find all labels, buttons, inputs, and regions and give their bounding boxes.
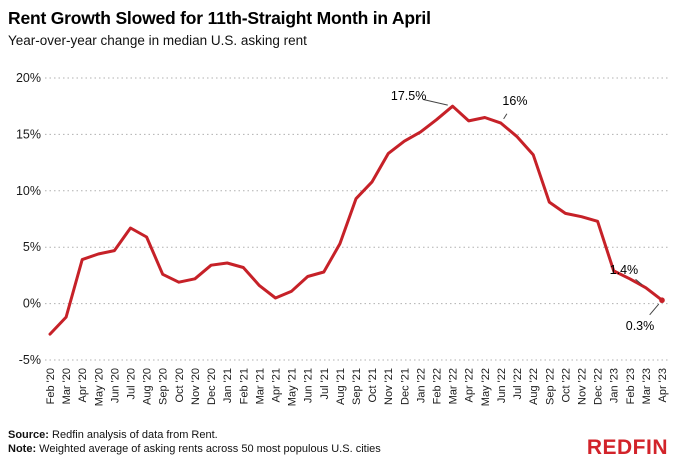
note-line: Note: Weighted average of asking rents a… <box>8 443 381 457</box>
x-tick-label: Jun '20 <box>109 368 121 403</box>
note-label: Note: <box>8 442 37 455</box>
page-subtitle: Year-over-year change in median U.S. ask… <box>8 33 307 48</box>
page-title: Rent Growth Slowed for 11th-Straight Mon… <box>8 8 431 28</box>
annotation-label: 1.4% <box>610 263 639 277</box>
x-tick-label: Mar '22 <box>448 368 460 404</box>
y-tick-label: 20% <box>16 71 41 85</box>
x-tick-label: Apr '23 <box>657 368 669 403</box>
source-line: Source: Redfin analysis of data from Ren… <box>8 429 381 443</box>
y-tick-label: 15% <box>16 127 41 141</box>
x-tick-label: Aug '22 <box>528 368 540 405</box>
annotation-leader-line <box>635 278 643 286</box>
series-end-marker <box>659 297 665 304</box>
chart-footnotes: Source: Redfin analysis of data from Ren… <box>8 429 381 456</box>
rent-growth-line <box>48 104 664 336</box>
redfin-logo: REDFIN <box>586 436 668 459</box>
x-tick-label: Apr '21 <box>270 368 282 403</box>
x-tick-label: Jan '22 <box>415 368 427 403</box>
x-tick-label: Apr '20 <box>77 368 89 403</box>
annotation-leader-line <box>423 99 448 106</box>
x-tick-label: Nov '22 <box>576 368 588 405</box>
x-tick-label: Feb '21 <box>238 368 250 404</box>
x-tick-label: Oct '20 <box>174 368 186 403</box>
y-tick-label: 0% <box>23 297 41 311</box>
x-tick-label: Nov '20 <box>190 368 202 405</box>
x-tick-label: Feb '23 <box>625 368 637 404</box>
annotation-label: 0.3% <box>626 319 655 333</box>
x-tick-label: Feb '20 <box>45 368 57 404</box>
x-tick-label: Oct '22 <box>560 368 572 403</box>
x-tick-label: Jan '23 <box>609 368 621 403</box>
x-tick-label: Sep '22 <box>544 368 556 405</box>
x-tick-label: Feb '22 <box>432 368 444 404</box>
rent-growth-line-chart: -5% 0% 5% 10% 15% 20% Feb '20 Mar '20 Apr '20 May… <box>16 71 669 406</box>
x-tick-label: Jun '21 <box>303 368 315 403</box>
annotation-label: 17.5% <box>391 89 426 103</box>
x-tick-label: Sep '21 <box>351 368 363 405</box>
x-tick-label: Oct '21 <box>367 368 379 403</box>
x-tick-label: Dec '21 <box>399 368 411 405</box>
y-tick-label: -5% <box>19 353 41 367</box>
x-tick-label: Jan '21 <box>222 368 234 403</box>
annotation-leader-line <box>649 303 660 316</box>
x-tick-label: Nov '21 <box>383 368 395 405</box>
x-tick-label: Jul '22 <box>512 368 524 399</box>
annotation-label: 16% <box>502 94 527 108</box>
x-tick-label: Jul '20 <box>126 368 138 399</box>
annotation-leader-line <box>503 113 508 120</box>
x-tick-label: Dec '22 <box>593 368 605 405</box>
chart-header: Rent Growth Slowed for 11th-Straight Mon… <box>0 0 680 48</box>
x-tick-label: May '22 <box>480 368 492 406</box>
y-tick-label: 5% <box>23 240 41 254</box>
x-tick-label: Mar '23 <box>641 368 653 404</box>
x-tick-label: Mar '21 <box>254 368 266 404</box>
x-tick-label: Apr '22 <box>464 368 476 403</box>
x-tick-label: Dec '20 <box>206 368 218 405</box>
x-tick-label: Jul '21 <box>319 368 331 399</box>
x-tick-label: May '20 <box>93 368 105 406</box>
x-tick-label: Aug '21 <box>335 368 347 405</box>
y-tick-label: 10% <box>16 184 41 198</box>
source-label: Source: <box>8 429 49 441</box>
x-tick-label: Jun '22 <box>496 368 508 403</box>
note-text: Weighted average of asking rents across … <box>36 442 381 455</box>
source-text: Redfin analysis of data from Rent. <box>48 429 218 441</box>
x-tick-label: Aug '20 <box>142 368 154 405</box>
x-tick-label: Mar '20 <box>61 368 73 404</box>
x-tick-label: May '21 <box>287 368 299 406</box>
x-tick-label: Sep '20 <box>158 368 170 405</box>
